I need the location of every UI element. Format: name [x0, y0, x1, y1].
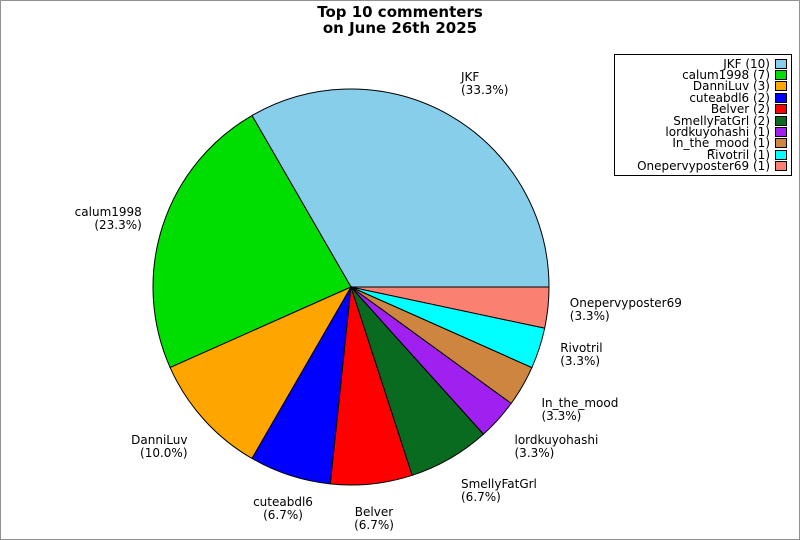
legend-item-cuteabdl6: cuteabdl6 (2) [617, 90, 789, 105]
slice-label-name: cuteabdl6 [253, 495, 313, 510]
slice-label-SmellyFatGrl: SmellyFatGrl (6.7%) [461, 476, 537, 504]
legend-item-SmellyFatGrl: SmellyFatGrl (2) [617, 113, 789, 128]
slice-label-name: JKF [461, 69, 480, 84]
slice-label-percent: (6.7%) [461, 489, 501, 504]
slice-label-percent: (10.0%) [140, 446, 188, 461]
legend-swatch [775, 104, 787, 115]
slice-label-Belver: Belver (6.7%) [354, 504, 394, 532]
slice-label-name: calum1998 [74, 205, 142, 219]
chart-title-line1: Top 10 commenters [317, 3, 483, 21]
legend-item-Onepervyposter69: Onepervyposter69 (1) [617, 159, 789, 174]
legend-label: JKF (10) [723, 56, 770, 71]
pie-slice-DanniLuv [169, 285, 353, 460]
legend-item-lordkuyohashi: lordkuyohashi (1) [617, 125, 789, 140]
slice-label-percent: (6.7%) [263, 508, 303, 523]
slice-label-DanniLuv: DanniLuv (10.0%) [131, 434, 187, 460]
legend-item-calum1998: calum1998 (7) [617, 68, 789, 83]
slice-label-name: DanniLuv [131, 433, 188, 448]
slice-label-name: Rivotril [560, 341, 603, 355]
legend-swatch [775, 58, 787, 69]
pie-slice-Onepervyposter69 [350, 286, 550, 329]
legend-label: DanniLuv (3) [692, 79, 770, 94]
legend-label: Rivotril (1) [706, 147, 770, 162]
legend-label: In_the_mood (1) [672, 136, 770, 151]
legend-swatch [775, 161, 787, 172]
slice-label-percent: (3.3%) [560, 354, 601, 368]
legend-swatch [775, 92, 787, 103]
legend-swatch [775, 149, 787, 160]
legend-swatch [775, 138, 787, 149]
legend-swatch [775, 70, 787, 81]
slice-label-percent: (23.3%) [94, 218, 142, 232]
slice-label-percent: (6.7%) [354, 517, 394, 532]
slice-label-Rivotril: Rivotril (3.3%) [560, 342, 602, 368]
legend-item-Rivotril: Rivotril (1) [617, 147, 789, 162]
legend-label: Onepervyposter69 (1) [637, 159, 770, 174]
slice-label-percent: (33.3%) [461, 82, 509, 97]
legend-label: calum1998 (7) [682, 68, 770, 83]
slice-label-name: Onepervyposter69 [569, 296, 682, 310]
legend-item-In_the_mood: In_the_mood (1) [617, 136, 789, 151]
legend-label: Belver (2) [710, 102, 770, 117]
slice-label-JKF: JKF (33.3%) [461, 69, 509, 97]
chart-title: Top 10 commenters on June 26th 2025 [1, 4, 799, 36]
slice-label-Onepervyposter69: Onepervyposter69 (3.3%) [570, 297, 682, 323]
legend-swatch [775, 115, 787, 126]
pie-slice-calum1998 [152, 114, 352, 369]
slice-label-name: SmellyFatGrl [461, 476, 537, 491]
legend-label: lordkuyohashi (1) [665, 125, 770, 140]
legend-swatch [775, 81, 787, 92]
legend-label: SmellyFatGrl (2) [673, 113, 770, 128]
slice-label-name: lordkuyohashi [514, 433, 599, 448]
slice-label-percent: (3.3%) [541, 409, 582, 423]
legend-swatch [775, 127, 787, 138]
legend-label: cuteabdl6 (2) [689, 90, 770, 105]
legend-item-Belver: Belver (2) [617, 102, 789, 117]
slice-label-name: Belver [354, 504, 394, 519]
legend-item-JKF: JKF (10) [617, 56, 789, 71]
pie-slice-JKF [251, 88, 550, 288]
slice-label-lordkuyohashi: lordkuyohashi (3.3%) [515, 434, 599, 460]
slice-label-percent: (3.3%) [514, 446, 555, 461]
slice-label-cuteabdl6: cuteabdl6 (6.7%) [253, 496, 313, 522]
slice-label-percent: (3.3%) [569, 309, 610, 323]
slice-label-name: In_the_mood [541, 396, 619, 410]
slice-label-calum1998: calum1998 (23.3%) [75, 206, 142, 232]
legend-item-DanniLuv: DanniLuv (3) [617, 79, 789, 94]
legend: JKF (10) calum1998 (7) DanniLuv (3) cuteabd… [614, 54, 792, 176]
chart-title-line2: on June 26th 2025 [322, 19, 478, 37]
slice-label-In_the_mood: In_the_mood (3.3%) [542, 397, 619, 423]
